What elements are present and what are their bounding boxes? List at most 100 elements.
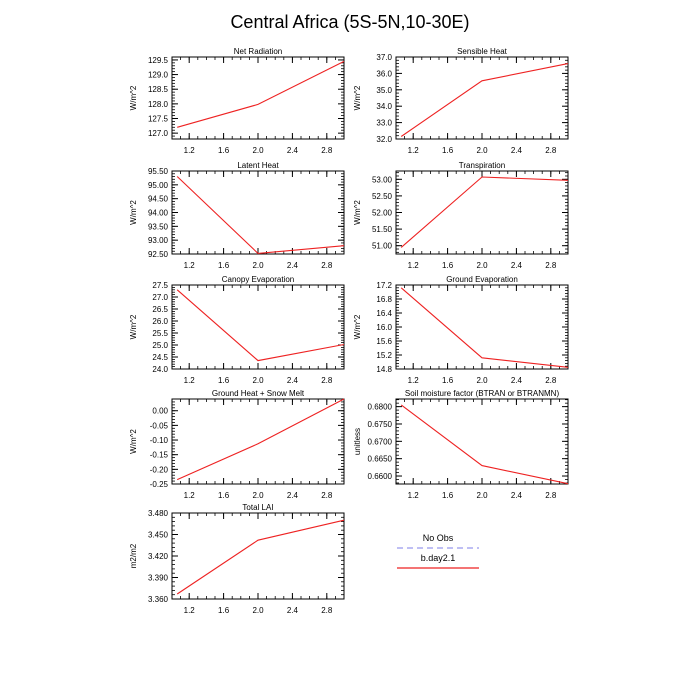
figure-title: Central Africa (5S-5N,10-30E) (230, 12, 469, 32)
series-line (400, 287, 569, 368)
y-tick-label: 24.0 (152, 365, 168, 374)
y-tick-label: 27.0 (152, 293, 168, 302)
series-line (176, 398, 345, 481)
y-tick-label: 127.5 (148, 115, 169, 124)
x-tick-label: 1.6 (218, 376, 230, 385)
y-tick-label: 16.0 (376, 323, 392, 332)
plot-frame (395, 170, 569, 255)
x-tick-label: 1.6 (218, 146, 230, 155)
y-tick-label: 36.0 (376, 69, 392, 78)
y-tick-label: 94.00 (148, 209, 169, 218)
x-tick-label: 1.2 (184, 491, 196, 500)
x-tick-label: 2.4 (511, 261, 523, 270)
x-tick-label: 2.8 (545, 376, 557, 385)
y-tick-label: 35.0 (376, 86, 392, 95)
y-axis-label: W/m^2 (353, 200, 362, 225)
x-tick-label: 1.6 (442, 491, 454, 500)
y-tick-label: 24.5 (152, 353, 168, 362)
series-line (400, 176, 569, 248)
series-line (177, 60, 345, 128)
chart-panel: 1.2 1.6 2.0 2.4 2.8 3.360 3.390 3.420 3.450 3.480… (129, 503, 345, 615)
x-tick-label: 2.0 (476, 491, 488, 500)
y-tick-label: -0.25 (150, 480, 169, 489)
x-tick-label: 1.6 (218, 261, 230, 270)
y-tick-label: 52.50 (372, 192, 393, 201)
y-tick-label: 0.6650 (368, 455, 393, 464)
y-tick-label: 25.0 (152, 341, 168, 350)
plot-frame (395, 284, 569, 370)
series-line (176, 519, 345, 595)
y-tick-label: 33.0 (376, 119, 392, 128)
x-tick-label: 1.6 (442, 376, 454, 385)
x-tick-label: 2.0 (476, 146, 488, 155)
series-line (176, 289, 345, 362)
y-tick-label: 15.6 (376, 337, 392, 346)
chart-panel: 1.2 1.6 2.0 2.4 2.8 -0.25 -0.20 -0.15 -0.10 -0.05… (129, 389, 345, 500)
y-tick-label: 3.390 (148, 574, 169, 583)
chart-panel: 1.2 1.6 2.0 2.4 2.8 127.0 127.5 128.0 128.5 129.0… (129, 47, 345, 155)
y-tick-label: 15.2 (376, 351, 392, 360)
y-tick-label: 26.5 (152, 305, 168, 314)
x-tick-label: 2.0 (252, 491, 264, 500)
y-tick-label: 0.6700 (368, 437, 393, 446)
y-tick-label: 93.50 (148, 222, 169, 231)
y-axis-label: W/m^2 (353, 85, 362, 110)
y-tick-label: 0.6600 (368, 472, 393, 481)
x-tick-label: 2.8 (321, 376, 333, 385)
y-tick-label: 3.420 (148, 552, 169, 561)
x-tick-label: 1.2 (184, 146, 196, 155)
x-tick-label: 2.0 (476, 261, 488, 270)
y-tick-label: 17.2 (376, 281, 392, 290)
panel-title: Ground Evaporation (446, 275, 518, 284)
y-tick-label: 95.50 (148, 167, 169, 176)
x-tick-label: 2.8 (321, 261, 333, 270)
x-tick-label: 2.4 (511, 491, 523, 500)
y-tick-label: 3.360 (148, 595, 169, 604)
y-tick-label: -0.20 (150, 465, 169, 474)
x-tick-label: 1.2 (408, 146, 420, 155)
x-tick-label: 1.2 (184, 376, 196, 385)
y-tick-label: 16.4 (376, 309, 392, 318)
series-line (176, 176, 345, 254)
x-tick-label: 1.6 (442, 146, 454, 155)
y-tick-label: 94.50 (148, 195, 169, 204)
legend: No Obs b.day2.1 (397, 533, 479, 569)
x-tick-label: 2.8 (545, 146, 557, 155)
y-tick-label: 27.5 (152, 281, 168, 290)
x-tick-label: 2.8 (545, 261, 557, 270)
y-tick-label: 129.5 (148, 56, 169, 65)
x-tick-label: 2.4 (511, 376, 523, 385)
y-axis-label: W/m^2 (129, 314, 138, 339)
chart-panel: 1.2 1.6 2.0 2.4 2.8 32.0 33.0 34.0 35.0 36.0 37.0 S… (353, 47, 569, 155)
y-tick-label: 25.5 (152, 329, 168, 338)
panel-title: Latent Heat (237, 161, 279, 170)
y-tick-label: 53.00 (372, 175, 393, 184)
panel-title: Ground Heat + Snow Melt (212, 389, 305, 398)
x-tick-label: 2.4 (511, 146, 523, 155)
x-tick-label: 2.4 (287, 491, 299, 500)
legend-label: No Obs (423, 533, 454, 543)
y-axis-label: W/m^2 (129, 429, 138, 454)
x-tick-label: 1.2 (184, 261, 196, 270)
y-tick-label: 51.50 (372, 225, 393, 234)
plot-frame (171, 398, 345, 485)
chart-panel: 1.2 1.6 2.0 2.4 2.8 14.8 15.2 15.6 16.0 16.4 16.8 1… (353, 275, 569, 385)
x-tick-label: 2.4 (287, 376, 299, 385)
y-tick-label: 93.00 (148, 236, 169, 245)
plot-frame (395, 398, 569, 485)
y-axis-label: W/m^2 (353, 314, 362, 339)
y-tick-label: 32.0 (376, 135, 392, 144)
x-tick-label: 2.0 (252, 376, 264, 385)
x-tick-label: 2.4 (287, 146, 299, 155)
x-tick-label: 1.2 (408, 491, 420, 500)
plot-frame (171, 56, 345, 140)
panels: 1.2 1.6 2.0 2.4 2.8 127.0 127.5 128.0 128.5 129.0… (129, 47, 569, 615)
y-tick-label: 0.6800 (368, 403, 393, 412)
y-tick-label: 34.0 (376, 102, 392, 111)
chart-panel: 1.2 1.6 2.0 2.4 2.8 51.00 51.50 52.00 52.50 53.00… (353, 161, 569, 270)
y-tick-label: -0.15 (150, 451, 169, 460)
x-tick-label: 1.6 (442, 261, 454, 270)
y-tick-label: 37.0 (376, 53, 392, 62)
y-tick-label: 92.50 (148, 250, 169, 259)
